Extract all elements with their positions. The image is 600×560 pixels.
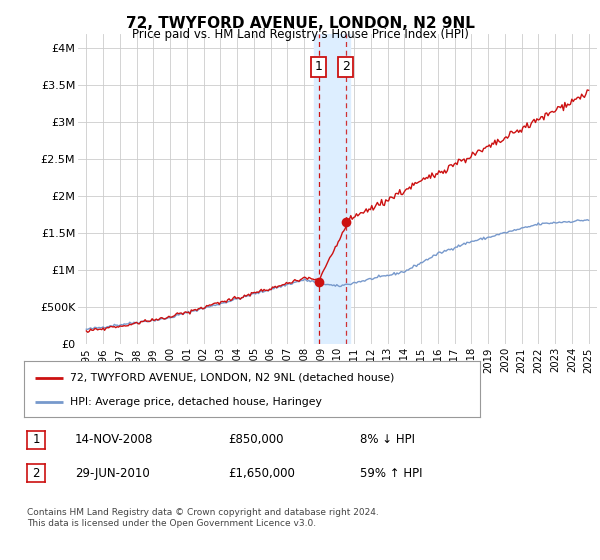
Bar	[314, 34, 350, 344]
Text: 2: 2	[32, 466, 40, 480]
Text: 72, TWYFORD AVENUE, LONDON, N2 9NL (detached house): 72, TWYFORD AVENUE, LONDON, N2 9NL (deta…	[70, 373, 394, 383]
Text: 8% ↓ HPI: 8% ↓ HPI	[360, 433, 415, 446]
Text: Price paid vs. HM Land Registry's House Price Index (HPI): Price paid vs. HM Land Registry's House …	[131, 28, 469, 41]
Text: £850,000: £850,000	[228, 433, 284, 446]
Text: 29-JUN-2010: 29-JUN-2010	[75, 466, 150, 480]
Text: 72, TWYFORD AVENUE, LONDON, N2 9NL: 72, TWYFORD AVENUE, LONDON, N2 9NL	[125, 16, 475, 31]
Text: 1: 1	[32, 433, 40, 446]
Text: Contains HM Land Registry data © Crown copyright and database right 2024.
This d: Contains HM Land Registry data © Crown c…	[27, 508, 379, 528]
Text: HPI: Average price, detached house, Haringey: HPI: Average price, detached house, Hari…	[70, 396, 322, 407]
Text: 1: 1	[314, 60, 323, 73]
Text: 59% ↑ HPI: 59% ↑ HPI	[360, 466, 422, 480]
Text: £1,650,000: £1,650,000	[228, 466, 295, 480]
Text: 14-NOV-2008: 14-NOV-2008	[75, 433, 154, 446]
Text: 2: 2	[342, 60, 350, 73]
